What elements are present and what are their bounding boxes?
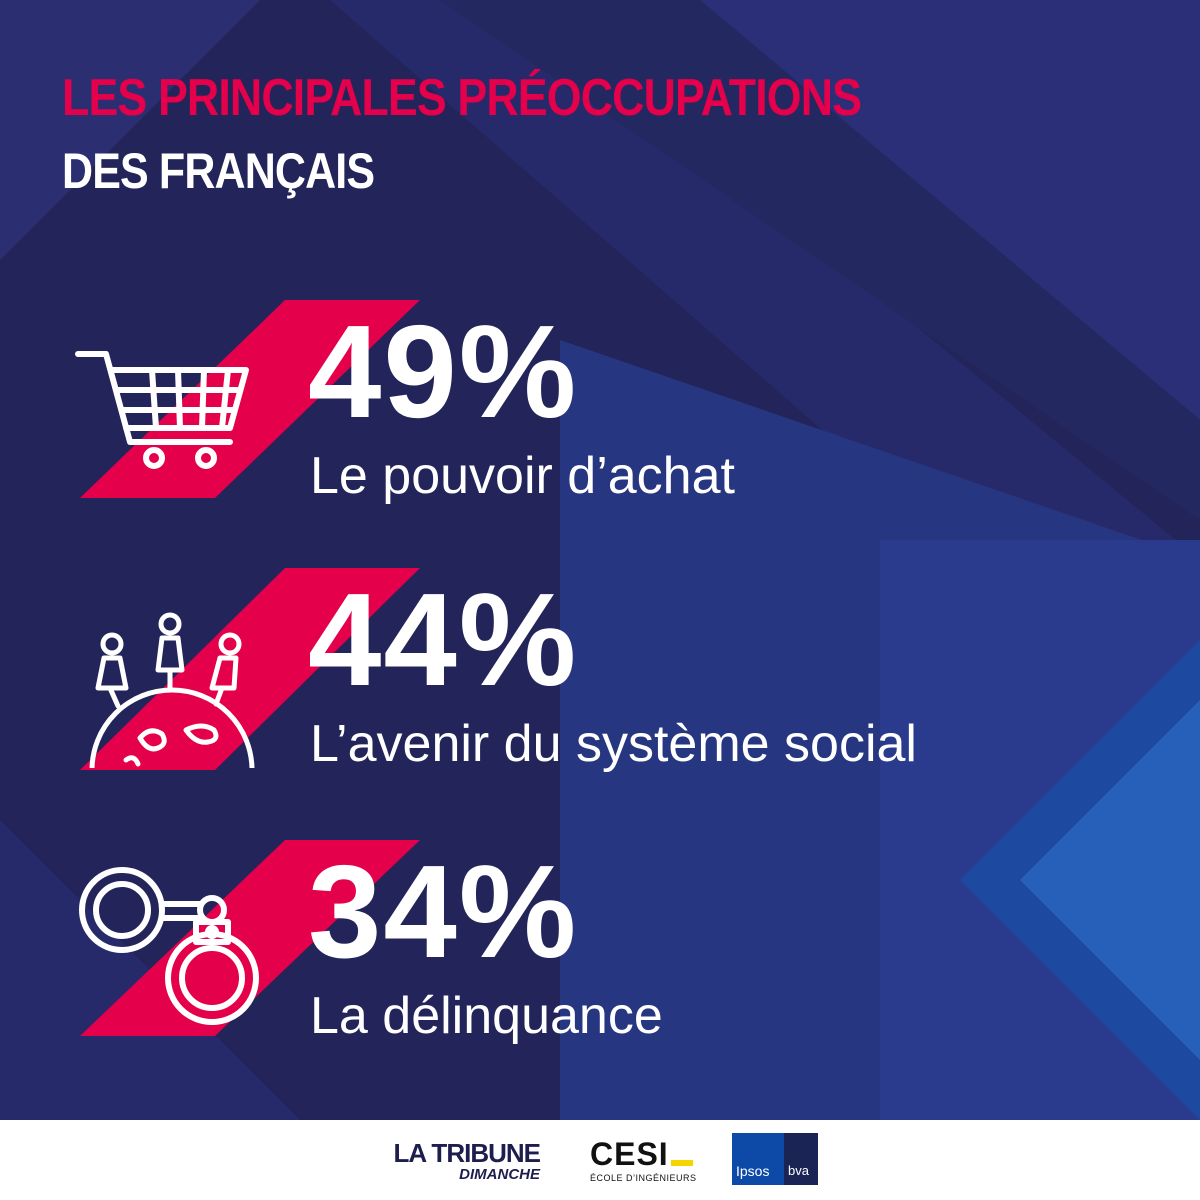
- stat-item-purchasing-power: 49% Le pouvoir d’achat: [0, 300, 1200, 530]
- la-tribune-logo: LA TRIBUNE DIMANCHE: [350, 1138, 541, 1183]
- accent-band: [80, 840, 420, 1036]
- cesi-wordmark: CESI: [590, 1136, 669, 1172]
- stat-item-social-system: 44% L’avenir du système social: [0, 568, 1200, 798]
- title-line-1: LES PRINCIPALES PRÉOCCUPATIONS: [62, 69, 862, 127]
- cesi-logo: CESI ÉCOLE D’INGÉNIEURS: [590, 1138, 697, 1183]
- tribune-sub: DIMANCHE: [459, 1166, 540, 1183]
- cesi-sub: ÉCOLE D’INGÉNIEURS: [590, 1173, 697, 1183]
- stat-value: 49%: [308, 298, 579, 445]
- stat-item-delinquency: 34% La délinquance: [0, 840, 1200, 1070]
- stat-value: 44%: [308, 566, 579, 713]
- accent-band: [80, 300, 420, 498]
- stat-label: Le pouvoir d’achat: [310, 447, 735, 505]
- handcuffs-icon: [79, 867, 259, 1025]
- footer: LA TRIBUNE DIMANCHE CESI ÉCOLE D’INGÉNIE…: [0, 1120, 1200, 1200]
- title-line-2: DES FRANÇAIS: [62, 143, 375, 199]
- stat-value: 34%: [308, 838, 579, 985]
- stat-label: L’avenir du système social: [310, 715, 917, 773]
- stat-label: La délinquance: [310, 987, 663, 1045]
- accent-band: [80, 568, 420, 770]
- people-globe-icon: [89, 612, 255, 768]
- ipsos-bva-logo: Ipsos bva: [732, 1133, 818, 1185]
- bva-wordmark: bva: [788, 1163, 809, 1178]
- shopping-cart-icon: [75, 351, 249, 469]
- ipsos-wordmark: Ipsos: [736, 1163, 770, 1179]
- tribune-wordmark: LA TRIBUNE: [393, 1138, 541, 1168]
